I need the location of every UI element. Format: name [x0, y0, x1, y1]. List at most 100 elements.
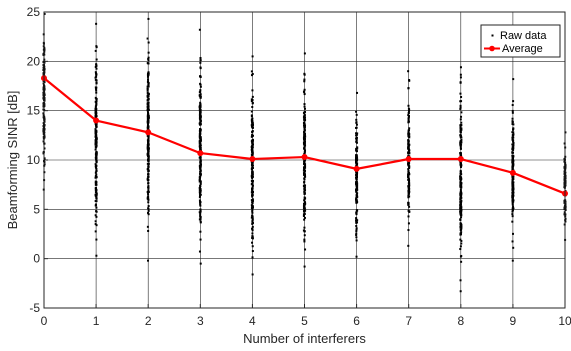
raw-data-point [459, 190, 462, 193]
raw-data-point [511, 220, 514, 223]
raw-data-point [198, 122, 201, 125]
raw-data-point [407, 104, 410, 107]
raw-data-point [147, 175, 150, 178]
raw-data-point [512, 133, 515, 136]
raw-data-point [459, 223, 462, 226]
raw-data-point [95, 139, 98, 142]
raw-data-point [250, 74, 253, 77]
average-point [93, 117, 100, 124]
raw-data-point [199, 162, 202, 165]
raw-data-point [198, 180, 201, 183]
raw-data-point [147, 71, 150, 74]
raw-data-point [199, 130, 202, 133]
raw-data-point [304, 248, 307, 251]
raw-data-point [199, 165, 202, 168]
raw-data-point [95, 103, 98, 106]
raw-data-point [199, 185, 202, 188]
raw-data-point [146, 125, 149, 128]
raw-data-point [460, 95, 463, 98]
raw-data-point [355, 121, 358, 124]
raw-data-point [251, 180, 254, 183]
raw-data-point [199, 142, 202, 145]
raw-data-point [251, 133, 254, 136]
raw-data-point [512, 161, 515, 164]
raw-data-point [251, 55, 254, 58]
raw-data-point [511, 179, 514, 182]
raw-data-point [94, 76, 97, 79]
raw-data-point [43, 12, 46, 15]
raw-data-point [147, 213, 150, 216]
raw-data-point [199, 82, 202, 85]
raw-data-point [460, 239, 463, 242]
raw-data-point [251, 208, 254, 211]
raw-data-point [147, 182, 150, 185]
raw-data-point [146, 102, 149, 105]
raw-data-point [356, 188, 359, 191]
raw-data-point [251, 102, 254, 105]
raw-data-point [511, 123, 514, 125]
raw-data-point [95, 151, 98, 154]
raw-data-point [355, 138, 358, 141]
raw-data-point [251, 161, 254, 164]
raw-data-point [303, 240, 306, 243]
raw-data-point [459, 212, 462, 215]
raw-data-point [511, 209, 514, 212]
raw-data-point [251, 211, 254, 214]
x-tick-label: 6 [353, 314, 360, 328]
raw-data-point [407, 110, 410, 113]
raw-data-point [408, 180, 411, 183]
legend-box [480, 24, 561, 58]
raw-data-point [95, 58, 98, 61]
raw-data-point [147, 229, 150, 232]
raw-data-point [95, 67, 98, 70]
raw-data-point [251, 245, 254, 248]
raw-data-point [95, 175, 98, 178]
raw-data-point [146, 75, 149, 78]
raw-data-point [303, 162, 305, 165]
raw-data-point [511, 240, 514, 243]
raw-data-point [95, 254, 98, 257]
raw-data-point [146, 143, 149, 146]
raw-data-point [304, 201, 307, 204]
raw-data-point [512, 78, 515, 81]
raw-data-point [147, 159, 150, 162]
raw-data-point [407, 170, 410, 173]
raw-data-point [251, 215, 254, 218]
raw-data-point [407, 146, 410, 149]
raw-data-point [459, 170, 462, 173]
raw-data-point [94, 156, 97, 159]
raw-data-point [199, 169, 202, 172]
raw-data-point [147, 170, 150, 173]
raw-data-point [460, 121, 463, 124]
raw-data-point [250, 135, 253, 138]
raw-data-point [147, 155, 150, 158]
raw-data-point [199, 201, 202, 204]
raw-data-point [251, 222, 254, 225]
raw-data-point [95, 81, 98, 84]
raw-data-point [147, 74, 150, 77]
raw-data-point [147, 82, 150, 85]
raw-data-point [355, 113, 358, 116]
raw-data-point [147, 201, 150, 204]
raw-data-point [251, 186, 254, 189]
raw-data-point [512, 184, 515, 187]
raw-data-point [304, 110, 307, 113]
raw-data-point [95, 167, 98, 170]
raw-data-point [511, 259, 514, 262]
raw-data-point [459, 210, 462, 213]
raw-data-point [147, 51, 150, 54]
raw-data-point [302, 214, 305, 217]
raw-data-point [198, 191, 201, 194]
raw-data-point [199, 137, 202, 140]
raw-data-point [355, 212, 358, 215]
raw-data-point [511, 109, 514, 112]
raw-data-point [147, 78, 150, 81]
raw-data-point [459, 203, 462, 206]
raw-data-point [408, 135, 411, 138]
raw-data-point [459, 106, 462, 109]
raw-data-point [199, 90, 202, 93]
raw-data-point [512, 193, 515, 196]
raw-data-point [198, 199, 201, 202]
average-point [197, 150, 204, 157]
raw-data-column [250, 55, 254, 276]
